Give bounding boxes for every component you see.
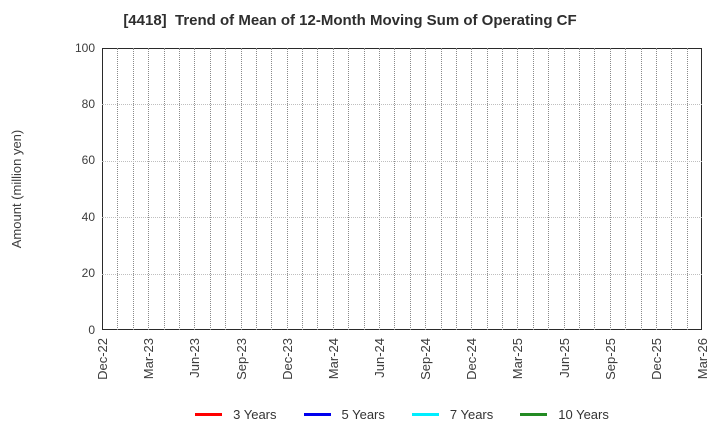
gridline-vertical [240, 48, 242, 330]
gridline-horizontal [102, 217, 702, 219]
gridline-vertical [671, 48, 673, 330]
plot-area [102, 48, 702, 330]
y-tick-label: 60 [81, 153, 95, 168]
x-tick-label: Sep-23 [233, 338, 249, 380]
gridline-vertical [409, 48, 411, 330]
legend-label-3-years: 3 Years [233, 407, 277, 422]
gridline-vertical [348, 48, 350, 330]
chart-title: [4418] Trend of Mean of 12-Month Moving … [123, 12, 577, 29]
gridline-vertical [471, 48, 473, 330]
gridline-vertical [117, 48, 119, 330]
legend-line-5-years [303, 413, 331, 416]
gridline-vertical [332, 48, 334, 330]
gridline-vertical [532, 48, 534, 330]
gridline-vertical [625, 48, 627, 330]
x-tick-label: Mar-26 [695, 338, 710, 380]
x-tick-label: Dec-25 [648, 338, 664, 380]
gridline-vertical [209, 48, 211, 330]
legend-line-10-years [520, 413, 548, 416]
gridline-vertical [271, 48, 273, 330]
gridline-vertical [502, 48, 503, 330]
gridline-vertical [178, 48, 180, 330]
gridline-vertical [286, 48, 288, 330]
gridline-vertical [425, 48, 427, 330]
gridline-vertical [486, 48, 488, 330]
y-tick-label: 100 [74, 40, 95, 55]
legend-item-7-years: 7 Years [411, 407, 494, 422]
x-tick-label: Sep-24 [418, 338, 434, 380]
gridline-vertical [594, 48, 596, 330]
gridline-vertical [517, 48, 519, 330]
gridline-vertical [225, 48, 227, 330]
legend-item-10-years: 10 Years [520, 407, 609, 422]
y-tick-label: 80 [81, 96, 95, 111]
x-tick-label: Dec-22 [95, 338, 110, 380]
legend: 3 Years 5 Years 7 Years 10 Years [102, 407, 702, 422]
gridline-vertical [609, 48, 611, 330]
gridline-vertical [148, 48, 150, 330]
x-tick-label: Dec-23 [279, 338, 295, 380]
gridline-horizontal [102, 160, 702, 162]
gridline-vertical [655, 48, 657, 330]
legend-item-5-years: 5 Years [303, 407, 385, 422]
y-tick-label: 20 [81, 266, 95, 281]
gridline-vertical [394, 48, 396, 330]
legend-line-3-years [195, 413, 223, 416]
gridline-vertical [578, 48, 580, 330]
x-tick-label: Jun-25 [556, 338, 572, 378]
legend-label-7-years: 7 Years [449, 407, 494, 422]
x-tick-label: Sep-25 [602, 338, 618, 380]
gridline-vertical [548, 48, 550, 330]
legend-line-7-years [411, 413, 439, 416]
gridline-horizontal [102, 104, 702, 106]
y-tick-label: 0 [88, 322, 95, 337]
gridline-vertical [194, 48, 196, 330]
y-tick-label: 40 [81, 209, 95, 224]
gridline-vertical [163, 48, 165, 330]
legend-label-5-years: 5 Years [341, 407, 385, 422]
x-tick-label: Dec-24 [464, 338, 480, 380]
legend-label-10-years: 10 Years [558, 407, 609, 422]
gridline-vertical [378, 48, 380, 330]
gridline-vertical [563, 48, 565, 330]
gridline-vertical [686, 48, 688, 330]
gridline-vertical [363, 48, 365, 330]
gridline-vertical [317, 48, 319, 330]
x-tick-label: Mar-23 [141, 338, 157, 380]
y-axis-label: Amount (million yen) [9, 129, 24, 249]
gridline-vertical [302, 48, 303, 330]
gridline-vertical [440, 48, 442, 330]
x-tick-label: Mar-24 [325, 338, 341, 380]
gridline-vertical [132, 48, 134, 330]
gridline-vertical [640, 48, 642, 330]
gridline-vertical [455, 48, 457, 330]
x-tick-label: Mar-25 [510, 338, 526, 380]
x-tick-label: Jun-23 [187, 338, 203, 378]
gridline-horizontal [102, 273, 702, 275]
gridline-vertical [255, 48, 257, 330]
x-tick-label: Jun-24 [371, 338, 387, 378]
legend-item-3-years: 3 Years [195, 407, 277, 422]
